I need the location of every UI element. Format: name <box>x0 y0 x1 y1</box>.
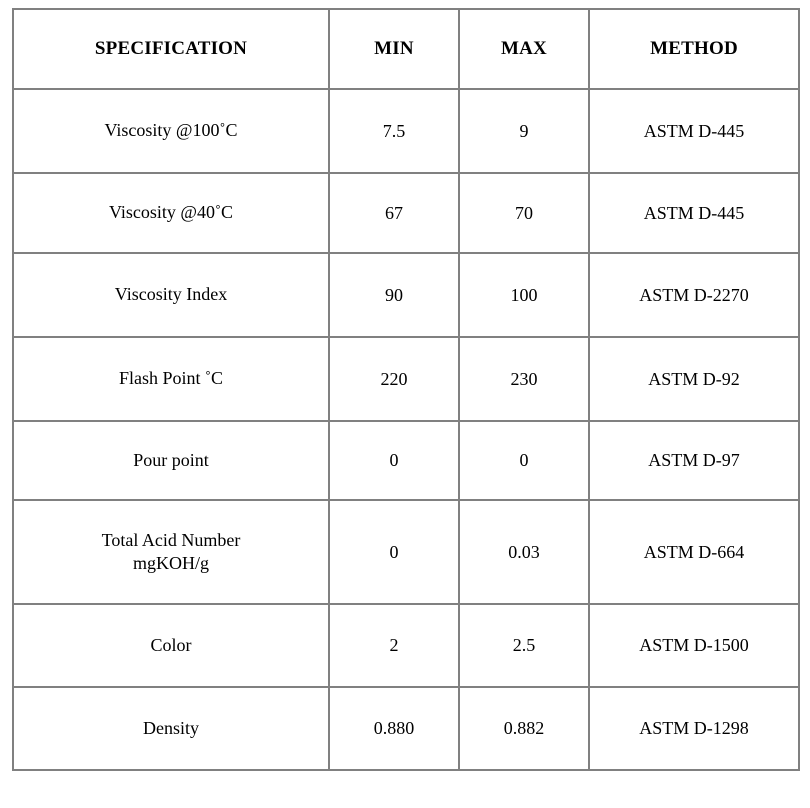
cell-specification: Pour point <box>12 420 330 501</box>
cell-min: 2 <box>328 603 460 688</box>
cell-max: 0.03 <box>458 499 590 605</box>
table-row: Color 2 2.5 ASTM D-1500 <box>12 603 800 688</box>
table-row: Flash Point ˚C 220 230 ASTM D-92 <box>12 336 800 422</box>
cell-method: ASTM D-92 <box>588 336 800 422</box>
cell-specification: Viscosity Index <box>12 252 330 338</box>
cell-min: 0 <box>328 499 460 605</box>
cell-min: 7.5 <box>328 88 460 174</box>
cell-specification: Flash Point ˚C <box>12 336 330 422</box>
cell-max: 70 <box>458 172 590 254</box>
cell-max: 0.882 <box>458 686 590 771</box>
table-row: Density 0.880 0.882 ASTM D-1298 <box>12 686 800 771</box>
cell-method: ASTM D-2270 <box>588 252 800 338</box>
header-specification: SPECIFICATION <box>12 8 330 90</box>
cell-min: 90 <box>328 252 460 338</box>
cell-min: 67 <box>328 172 460 254</box>
cell-max: 230 <box>458 336 590 422</box>
spec-table: SPECIFICATION MIN MAX METHOD Viscosity @… <box>12 8 800 771</box>
table-row: Viscosity @40˚C 67 70 ASTM D-445 <box>12 172 800 254</box>
cell-specification: Total Acid Number mgKOH/g <box>12 499 330 605</box>
cell-max: 9 <box>458 88 590 174</box>
cell-method: ASTM D-445 <box>588 172 800 254</box>
cell-max: 0 <box>458 420 590 501</box>
table-row: Viscosity @100˚C 7.5 9 ASTM D-445 <box>12 88 800 174</box>
cell-specification: Viscosity @100˚C <box>12 88 330 174</box>
header-row: SPECIFICATION MIN MAX METHOD <box>12 8 800 90</box>
cell-max: 2.5 <box>458 603 590 688</box>
cell-method: ASTM D-445 <box>588 88 800 174</box>
cell-method: ASTM D-1500 <box>588 603 800 688</box>
cell-specification: Color <box>12 603 330 688</box>
header-method: METHOD <box>588 8 800 90</box>
cell-min: 220 <box>328 336 460 422</box>
cell-max: 100 <box>458 252 590 338</box>
table-row: Viscosity Index 90 100 ASTM D-2270 <box>12 252 800 338</box>
cell-method: ASTM D-664 <box>588 499 800 605</box>
cell-method: ASTM D-1298 <box>588 686 800 771</box>
header-max: MAX <box>458 8 590 90</box>
cell-specification: Viscosity @40˚C <box>12 172 330 254</box>
table-row: Pour point 0 0 ASTM D-97 <box>12 420 800 501</box>
header-min: MIN <box>328 8 460 90</box>
cell-method: ASTM D-97 <box>588 420 800 501</box>
table-row: Total Acid Number mgKOH/g 0 0.03 ASTM D-… <box>12 499 800 605</box>
cell-specification: Density <box>12 686 330 771</box>
cell-min: 0.880 <box>328 686 460 771</box>
cell-min: 0 <box>328 420 460 501</box>
